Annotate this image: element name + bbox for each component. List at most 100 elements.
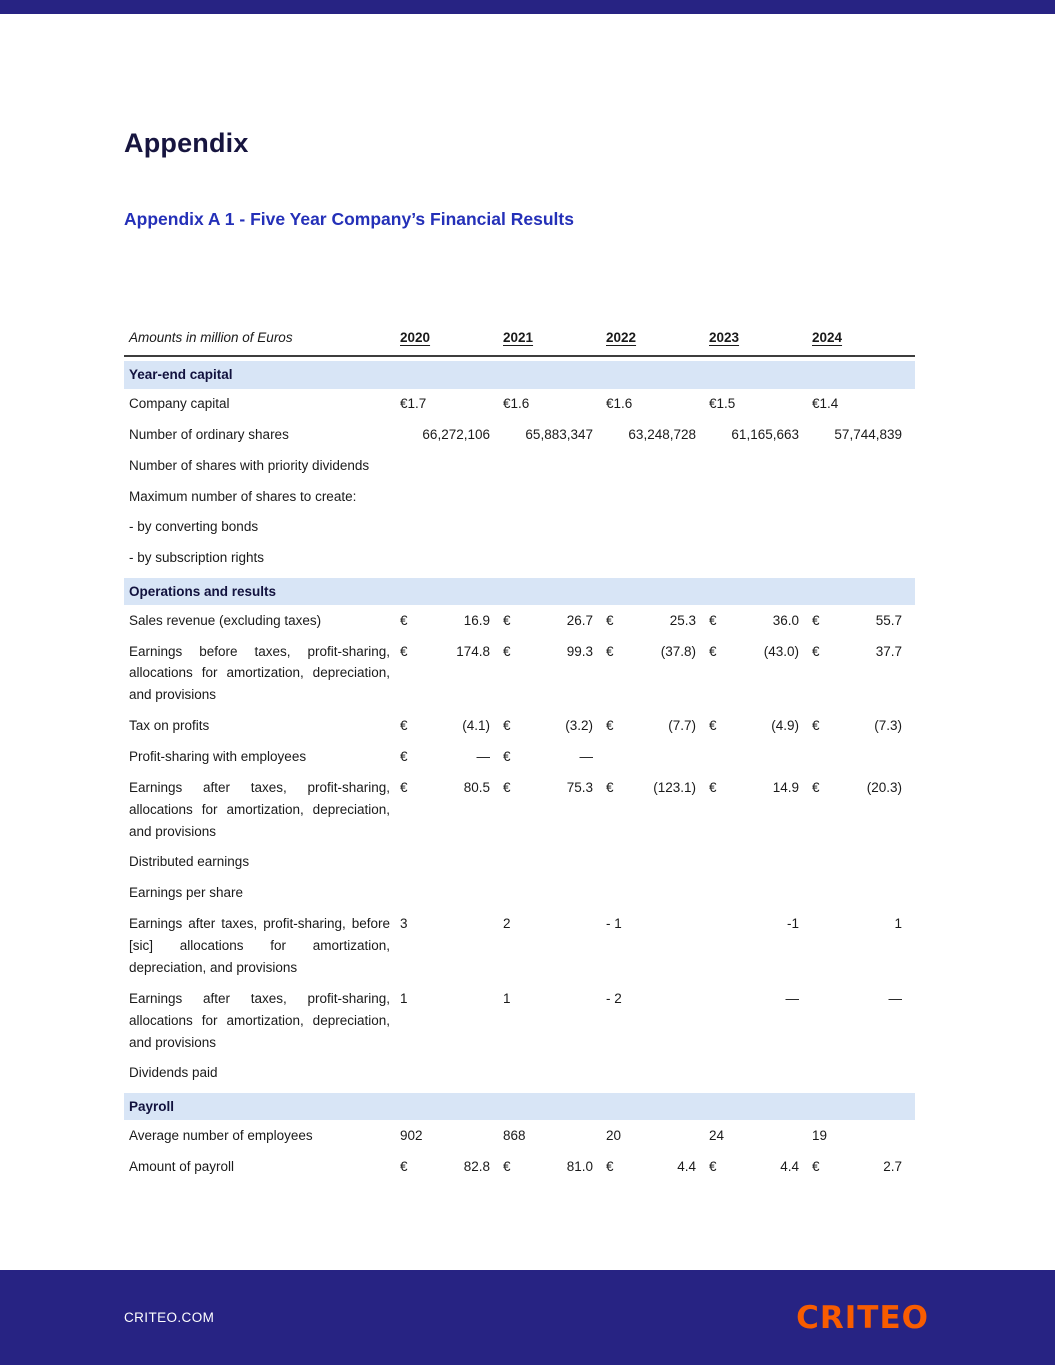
- row-label: Earnings per share: [129, 885, 244, 901]
- table-row: Earnings before taxes, profit-sharing, a…: [124, 636, 915, 711]
- table-row: Dividends paid: [124, 1058, 915, 1089]
- table-row: Profit-sharing with employees € — € —: [124, 742, 915, 773]
- cell-currency: €: [709, 1158, 717, 1174]
- cell-currency: €: [709, 779, 717, 795]
- row-cell-2023: €4.4: [709, 1156, 812, 1178]
- row-cell-2022: € (123.1): [606, 777, 709, 799]
- table-row: Tax on profits € (4.1) € (3.2) € (7.7) € (4.9) € (…: [124, 711, 915, 742]
- row-cell-2024: 1: [812, 913, 915, 935]
- cell-currency: €1.6: [606, 396, 633, 412]
- cell-value: —: [476, 749, 491, 765]
- cell-currency: €: [606, 643, 614, 659]
- row-cell-2023: —: [709, 988, 812, 1010]
- row-cell-2022: - 2: [606, 988, 709, 1010]
- row-label: Earnings after taxes, profit-sharing, al…: [129, 990, 390, 1050]
- cell-value: 26.7: [566, 612, 593, 628]
- row-label: Distributed earnings: [129, 854, 250, 870]
- cell-value: —: [579, 749, 594, 765]
- row-cell-2024: €37.7: [812, 641, 915, 663]
- row-label: Profit-sharing with employees: [129, 749, 307, 765]
- row-cell-2021: €81.0: [503, 1156, 606, 1178]
- cell-value: (7.7): [668, 718, 696, 734]
- cell-currency: €: [709, 612, 717, 628]
- row-label: Earnings after taxes, profit-sharing, be…: [129, 916, 390, 975]
- row-cell-2023: € (43.0): [709, 641, 812, 663]
- footer-bar: CRITEO.COM CRITEO: [0, 1270, 1055, 1365]
- cell-currency: €: [812, 612, 820, 628]
- cell-currency: €: [812, 1158, 820, 1174]
- row-cell-2020: € —: [400, 746, 503, 768]
- row-label: Maximum number of shares to create:: [129, 488, 357, 504]
- cell-value: (43.0): [763, 643, 799, 659]
- cell-currency: €: [812, 779, 820, 795]
- cell-value: —: [888, 990, 903, 1006]
- cell-currency: 24: [709, 1127, 725, 1143]
- row-label: Amount of payroll: [129, 1158, 235, 1174]
- cell-currency: - 1: [606, 916, 622, 932]
- table-row: Number of shares with priority dividends: [124, 450, 915, 481]
- row-cell-2020: €174.8: [400, 641, 503, 663]
- cell-currency: €: [503, 718, 511, 734]
- table-section-header: Operations and results: [124, 577, 915, 606]
- cell-value: 16.9: [463, 612, 490, 628]
- cell-currency: 1: [503, 990, 511, 1006]
- row-cell-2020: €16.9: [400, 610, 503, 632]
- cell-value: 25.3: [669, 612, 696, 628]
- row-label: Earnings before taxes, profit-sharing, a…: [129, 643, 390, 703]
- row-cell-2022: €4.4: [606, 1156, 709, 1178]
- row-label: Company capital: [129, 396, 230, 412]
- table-row: - by subscription rights: [124, 543, 915, 574]
- row-cell-2020: 1: [400, 988, 503, 1010]
- table-row: Company capital €1.7 €1.6 €1.6 €1.5 €1.4: [124, 389, 915, 420]
- row-cell-2021: €75.3: [503, 777, 606, 799]
- table-section-header: Year-end capital: [124, 361, 915, 389]
- row-cell-2023: 61,165,663: [709, 424, 812, 446]
- row-cell-2020: € (4.1): [400, 715, 503, 737]
- row-cell-2021: 1: [503, 988, 606, 1010]
- year-header-2020: 2020: [400, 330, 431, 345]
- row-cell-2024: 57,744,839: [812, 424, 915, 446]
- cell-value: (123.1): [653, 779, 696, 795]
- row-cell-2021: €26.7: [503, 610, 606, 632]
- table-section-header: Payroll: [124, 1092, 915, 1121]
- row-cell-2022: € (37.8): [606, 641, 709, 663]
- cell-currency: €: [400, 643, 408, 659]
- table-row: Distributed earnings: [124, 847, 915, 878]
- row-cell-2020: €1.7: [400, 393, 503, 415]
- table-row: Sales revenue (excluding taxes) €16.9 €26.…: [124, 605, 915, 636]
- cell-currency: €: [503, 643, 511, 659]
- cell-currency: €: [400, 779, 408, 795]
- cell-value: —: [785, 990, 800, 1006]
- table-row: Maximum number of shares to create:: [124, 481, 915, 512]
- cell-currency: 20: [606, 1127, 622, 1143]
- table-body: Year-end capital Company capital €1.7 €1.6 €…: [124, 361, 915, 1182]
- table-header-row: Amounts in million of Euros 2020 2021 20…: [124, 330, 915, 357]
- footer-site-link[interactable]: CRITEO.COM: [124, 1310, 215, 1325]
- row-cell-2024: €1.4: [812, 393, 915, 415]
- cell-value: 66,272,106: [422, 426, 490, 442]
- cell-value: 63,248,728: [628, 426, 696, 442]
- cell-currency: 868: [503, 1127, 526, 1143]
- cell-value: (7.3): [874, 718, 902, 734]
- cell-value: 14.9: [772, 779, 799, 795]
- table-row: Earnings per share: [124, 878, 915, 909]
- cell-value: (4.1): [462, 718, 490, 734]
- cell-value: (4.9): [771, 718, 799, 734]
- row-cell-2022: 63,248,728: [606, 424, 709, 446]
- row-cell-2020: €80.5: [400, 777, 503, 799]
- row-label: Sales revenue (excluding taxes): [129, 612, 322, 628]
- cell-value: -1: [786, 916, 799, 932]
- row-cell-2023: -1: [709, 913, 812, 935]
- row-label: - by converting bonds: [129, 519, 259, 535]
- cell-currency: €: [400, 1158, 408, 1174]
- table-row: - by converting bonds: [124, 512, 915, 543]
- row-cell-2021: € —: [503, 746, 606, 768]
- cell-currency: 1: [400, 990, 408, 1006]
- row-cell-2021: €1.6: [503, 393, 606, 415]
- top-brand-bar: [0, 0, 1055, 14]
- row-label: Dividends paid: [129, 1065, 218, 1081]
- cell-value: 99.3: [566, 643, 593, 659]
- table-row: Amount of payroll €82.8 €81.0 €4.4 €4.4 €2.7: [124, 1151, 915, 1182]
- row-label: Earnings after taxes, profit-sharing, al…: [129, 779, 390, 839]
- row-cell-2022: €1.6: [606, 393, 709, 415]
